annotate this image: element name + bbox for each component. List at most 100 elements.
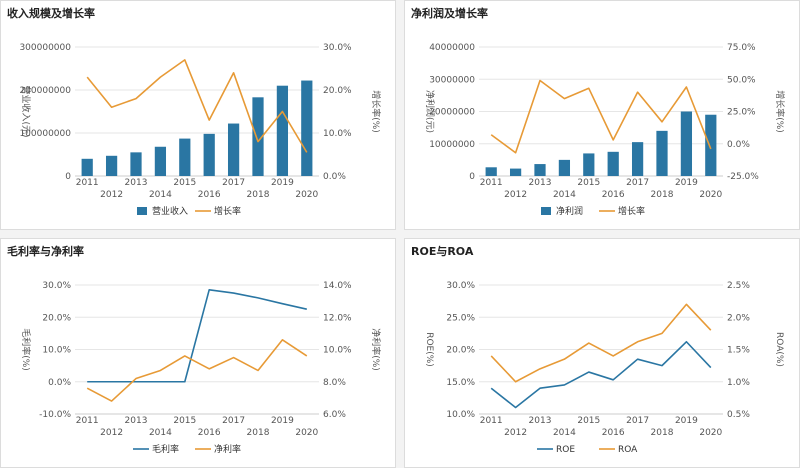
bar bbox=[607, 151, 619, 176]
y-tick-label-left: 30.0% bbox=[446, 281, 475, 291]
series-line bbox=[490, 340, 712, 409]
x-tick-label: 2013 bbox=[125, 178, 148, 188]
x-tick-label: 2019 bbox=[675, 178, 698, 188]
legend-label: 增长率 bbox=[214, 205, 241, 217]
chart-title: 净利润及增长率 bbox=[411, 7, 488, 20]
series-line bbox=[86, 339, 308, 402]
bar bbox=[534, 164, 546, 176]
y-tick-label-right: 0.0% bbox=[323, 172, 346, 182]
x-tick-label: 2014 bbox=[149, 190, 172, 200]
x-tick-label: 2015 bbox=[577, 178, 600, 188]
y-tick-label-right: 10.0% bbox=[323, 346, 352, 356]
y-tick-label-left: 25.0% bbox=[446, 313, 475, 323]
y-tick-label-right: 30.0% bbox=[323, 43, 352, 53]
y-tick-label-left: 10.0% bbox=[446, 410, 475, 420]
x-tick-label: 2019 bbox=[675, 416, 698, 426]
legend-label: 净利润 bbox=[556, 205, 583, 217]
legend-label: ROA bbox=[618, 445, 638, 455]
y-axis-title-right: 增长率(%) bbox=[370, 90, 382, 133]
legend-label: 增长率 bbox=[618, 205, 645, 217]
x-tick-label: 2016 bbox=[602, 190, 625, 200]
chart-svg-roe-roa: 10.0% 15.0% 20.0% 25.0% 30.0% 0.5% 1.0% 1.5% 2.0… bbox=[424, 281, 784, 455]
y-tick-label-right: 50.0% bbox=[727, 75, 756, 85]
x-tick-label: 2018 bbox=[247, 190, 270, 200]
x-tick-label: 2019 bbox=[271, 178, 294, 188]
chart-panel-net-profit: 净利润及增长率 0 10000000 20000000 30000000 4000000… bbox=[404, 0, 800, 230]
x-tick-label: 2013 bbox=[125, 416, 148, 426]
series-line bbox=[490, 303, 712, 383]
y-tick-label-right: 2.0% bbox=[727, 313, 750, 323]
y-tick-label-right: 25.0% bbox=[727, 108, 756, 118]
x-tick-label: 2016 bbox=[602, 428, 625, 438]
bar bbox=[583, 153, 595, 176]
bar bbox=[631, 142, 644, 176]
bar bbox=[558, 159, 571, 176]
y-tick-label-right: 1.5% bbox=[727, 346, 750, 356]
y-tick-label-right: 14.0% bbox=[323, 281, 352, 291]
x-tick-label: 2012 bbox=[100, 428, 123, 438]
bar bbox=[276, 85, 289, 176]
y-tick-label-left: 10000000 bbox=[429, 140, 475, 150]
legend-swatch bbox=[137, 207, 147, 215]
chart-svg-net-profit: 0 10000000 20000000 30000000 40000000 -25.0% 0… bbox=[424, 43, 786, 217]
x-tick-label: 2017 bbox=[222, 178, 245, 188]
x-tick-label: 2013 bbox=[529, 178, 552, 188]
x-tick-label: 2018 bbox=[247, 428, 270, 438]
x-tick-label: 2011 bbox=[76, 416, 99, 426]
y-tick-label-left: 30000000 bbox=[429, 75, 475, 85]
bar bbox=[705, 114, 717, 176]
x-tick-label: 2017 bbox=[626, 416, 649, 426]
x-tick-label: 2019 bbox=[271, 416, 294, 426]
bar bbox=[105, 155, 118, 176]
y-tick-label-left: 300000000 bbox=[19, 43, 71, 53]
y-tick-label-left: -10.0% bbox=[39, 410, 71, 420]
bar bbox=[301, 80, 313, 176]
chart-title: 收入规模及增长率 bbox=[7, 7, 95, 20]
x-tick-label: 2017 bbox=[222, 416, 245, 426]
bar bbox=[656, 130, 668, 176]
x-tick-label: 2020 bbox=[699, 190, 722, 200]
legend-label: 毛利率 bbox=[152, 443, 179, 455]
series-line bbox=[86, 59, 308, 153]
y-tick-label-left: 0 bbox=[65, 172, 71, 182]
y-tick-label-left: 100000000 bbox=[19, 129, 71, 139]
series-line bbox=[490, 79, 712, 154]
x-tick-label: 2014 bbox=[553, 190, 576, 200]
chart-panel-margins: 毛利率与净利率 -10.0% 0.0% 10.0% 20.0% 30.0% 6.0% 8.0… bbox=[0, 238, 396, 468]
y-axis-title-right: 净利率(%) bbox=[370, 328, 382, 371]
chart-svg-revenue: 0 100000000 200000000 300000000 0.0% 10.0% 20.… bbox=[19, 43, 382, 217]
y-tick-label-left: 20.0% bbox=[446, 346, 475, 356]
bar bbox=[485, 167, 497, 176]
x-tick-label: 2020 bbox=[699, 428, 722, 438]
y-axis-title-right: 增长率(%) bbox=[774, 90, 786, 133]
x-tick-label: 2020 bbox=[295, 428, 318, 438]
y-tick-label-right: 8.0% bbox=[323, 378, 346, 388]
x-tick-label: 2014 bbox=[149, 428, 172, 438]
y-tick-label-right: 75.0% bbox=[727, 43, 756, 53]
x-tick-label: 2012 bbox=[504, 190, 527, 200]
y-axis-title-left: 营业收入(元) bbox=[20, 85, 32, 137]
series-line bbox=[87, 289, 307, 383]
y-tick-label-left: 20.0% bbox=[42, 313, 71, 323]
legend-label: 营业收入 bbox=[152, 205, 188, 217]
bar bbox=[154, 146, 167, 176]
bar bbox=[227, 123, 240, 176]
chart-panel-revenue: 收入规模及增长率 0 100000000 200000000 300000000 0.0… bbox=[0, 0, 396, 230]
y-tick-label-right: 0.5% bbox=[727, 410, 750, 420]
y-tick-label-right: 6.0% bbox=[323, 410, 346, 420]
y-axis-title-left: ROE(%) bbox=[424, 332, 434, 367]
y-axis-title-left: 毛利率(%) bbox=[20, 328, 32, 371]
y-tick-label-right: 1.0% bbox=[727, 378, 750, 388]
y-tick-label-right: 20.0% bbox=[323, 86, 352, 96]
x-tick-label: 2012 bbox=[504, 428, 527, 438]
x-tick-label: 2012 bbox=[100, 190, 123, 200]
x-tick-label: 2018 bbox=[651, 428, 674, 438]
chart-panel-roe-roa: ROE与ROA 10.0% 15.0% 20.0% 25.0% 30.0% 0.5% 1.0… bbox=[404, 238, 800, 468]
y-tick-label-right: -25.0% bbox=[727, 172, 759, 182]
x-tick-label: 2011 bbox=[76, 178, 99, 188]
legend-label: 净利率 bbox=[214, 443, 241, 455]
x-tick-label: 2017 bbox=[626, 178, 649, 188]
x-tick-label: 2020 bbox=[295, 190, 318, 200]
chart-svg-margins: -10.0% 0.0% 10.0% 20.0% 30.0% 6.0% 8.0% 10.0% 12… bbox=[20, 281, 382, 455]
y-tick-label-right: 2.5% bbox=[727, 281, 750, 291]
